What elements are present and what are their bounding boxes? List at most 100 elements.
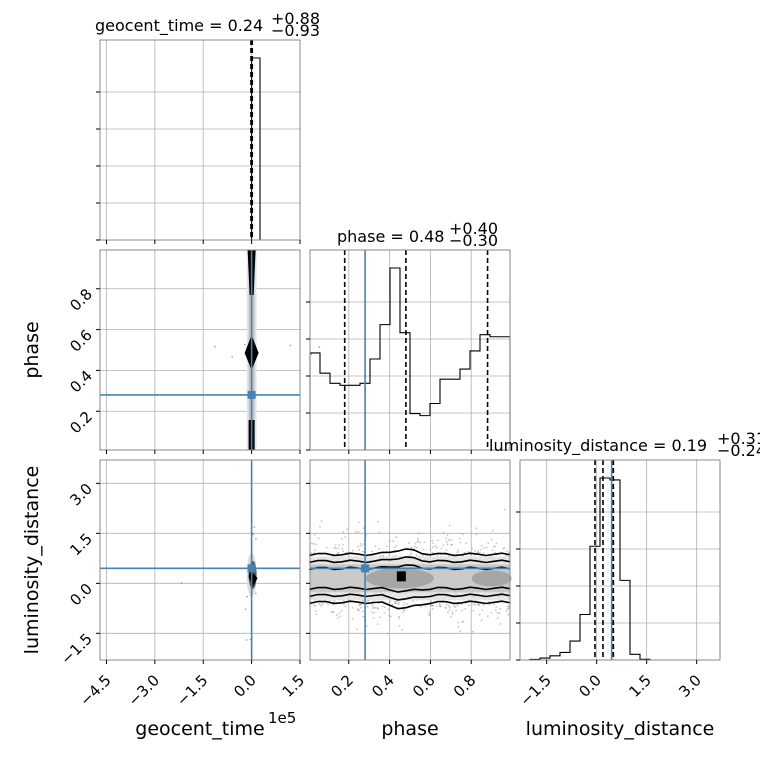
sample-point — [487, 542, 490, 545]
sample-point — [403, 601, 406, 604]
sample-point — [358, 609, 361, 612]
sample-point — [504, 508, 506, 511]
sample-point — [325, 546, 328, 549]
sample-point — [490, 539, 493, 541]
sample-point — [244, 343, 246, 346]
sample-point — [442, 532, 445, 534]
sample-point — [435, 605, 438, 607]
sample-point — [448, 539, 450, 542]
sample-point — [454, 606, 457, 608]
sample-point — [424, 605, 427, 607]
sample-point — [459, 630, 462, 633]
panel-frame — [99, 39, 301, 241]
sample-point — [336, 614, 338, 616]
x-tick-label: −3.0 — [125, 671, 163, 709]
sample-point — [359, 543, 362, 545]
sample-point — [417, 537, 420, 540]
sample-point — [453, 605, 455, 607]
sample-point — [314, 549, 317, 551]
sample-point — [486, 615, 489, 618]
sample-point — [255, 538, 257, 540]
sample-point — [372, 617, 375, 619]
sample-point — [310, 552, 313, 555]
x-tick-label: −4.5 — [76, 671, 114, 709]
sample-point — [383, 612, 386, 614]
sample-point — [459, 541, 461, 544]
sample-point — [354, 531, 357, 533]
sample-point — [339, 615, 342, 618]
sample-point — [451, 611, 454, 614]
sample-point — [343, 603, 345, 605]
title-geocent-time-plus: +0.88 — [271, 9, 320, 28]
sample-point — [378, 548, 380, 550]
sample-point — [402, 604, 405, 607]
title-luminosity-distance-minus: −0.24 — [717, 441, 760, 460]
sample-point — [338, 612, 341, 615]
sample-point — [458, 537, 461, 540]
truth-marker — [247, 564, 256, 573]
sample-point — [318, 603, 321, 605]
sample-point — [475, 527, 478, 530]
sample-point — [463, 551, 466, 554]
sample-point — [377, 607, 379, 610]
sample-point — [389, 615, 392, 618]
sample-point — [314, 604, 317, 607]
x-tick-label: 0.8 — [450, 671, 480, 701]
histogram-step — [520, 477, 720, 661]
y-tick-label: 0.0 — [66, 580, 96, 610]
sample-point — [478, 551, 481, 554]
sample-point — [252, 533, 254, 536]
sample-point — [445, 549, 448, 551]
sample-point — [385, 545, 388, 548]
y-tick-label: 3.0 — [66, 480, 96, 510]
contour-line — [309, 600, 511, 610]
x-offset-label: 1e5 — [268, 709, 296, 727]
sample-point — [376, 623, 379, 625]
sample-point — [254, 592, 257, 595]
sample-point — [415, 554, 418, 557]
truth-marker — [361, 564, 370, 573]
sample-point — [384, 606, 386, 609]
sample-point — [336, 547, 339, 550]
sample-point — [496, 612, 499, 614]
sample-point — [362, 615, 365, 618]
sample-point — [505, 610, 508, 612]
sample-point — [434, 545, 437, 548]
sample-point — [485, 546, 488, 549]
contour-line — [309, 593, 511, 601]
sample-point — [450, 543, 453, 546]
sample-point — [474, 603, 477, 606]
sample-point — [440, 547, 443, 550]
sample-point — [422, 548, 425, 551]
sample-point — [340, 609, 343, 612]
sample-point — [456, 551, 459, 554]
sample-point — [474, 550, 476, 552]
sample-point — [432, 551, 434, 554]
sample-point — [357, 530, 360, 533]
sample-point — [313, 534, 316, 536]
sample-point — [471, 547, 474, 550]
sample-point — [245, 639, 248, 641]
sample-point — [423, 541, 426, 544]
sample-point — [475, 533, 477, 536]
sample-point — [446, 534, 449, 537]
sample-point — [507, 607, 510, 610]
sample-point — [491, 529, 494, 532]
sample-point — [315, 543, 318, 546]
sample-point — [365, 534, 368, 536]
sample-point — [246, 595, 248, 598]
sample-point — [495, 542, 498, 545]
sample-point — [467, 551, 470, 553]
sample-point — [392, 540, 395, 543]
sample-point — [357, 545, 360, 548]
sample-point — [431, 539, 434, 542]
sample-point — [357, 521, 360, 524]
sample-point — [436, 547, 438, 549]
y-tick-label: 1.5 — [66, 530, 96, 560]
sample-point — [462, 533, 464, 536]
title-phase-minus: −0.30 — [449, 231, 498, 250]
sample-point — [333, 601, 336, 603]
ylabel-phase: phase — [21, 321, 43, 378]
sample-point — [381, 605, 384, 608]
xlabel-phase: phase — [381, 718, 438, 740]
